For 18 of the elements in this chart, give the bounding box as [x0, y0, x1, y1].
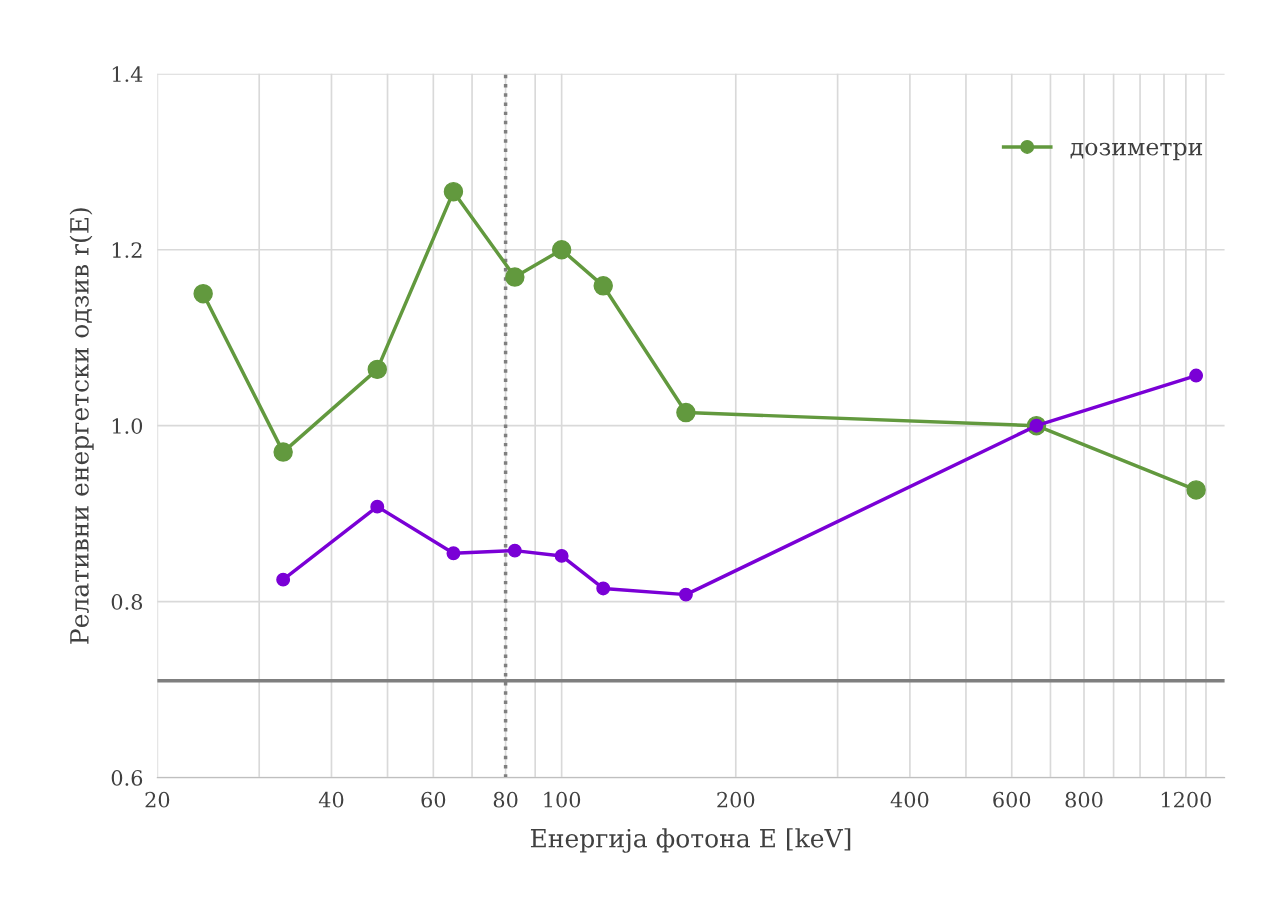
y-tick-label: 0.6: [111, 770, 143, 786]
y-tick-label: 0.8: [111, 594, 143, 610]
x-axis-title: Енергија фотона E [keV]: [530, 828, 851, 853]
x-tick-label: 100: [544, 791, 581, 808]
x-tick-label: 60: [421, 791, 446, 808]
x-tick-label: 200: [717, 791, 755, 808]
x-tick-label: 600: [993, 791, 1031, 808]
y-tick-label: 1.2: [112, 242, 142, 258]
x-tick-label: 800: [1065, 791, 1103, 808]
x-tick-label: 1200: [1161, 791, 1211, 808]
y-tick-label: 1.4: [112, 66, 143, 83]
x-tick-label: 80: [493, 791, 518, 808]
y-tick-label: 1.0: [112, 418, 143, 434]
legend-label: дозиметри: [1070, 142, 1203, 161]
x-tick-label: 20: [145, 791, 170, 808]
y-axis-title: Релативни енергетски одзив r(E): [69, 208, 94, 644]
x-tick-label: 40: [318, 791, 344, 808]
x-tick-label: 400: [890, 791, 929, 808]
